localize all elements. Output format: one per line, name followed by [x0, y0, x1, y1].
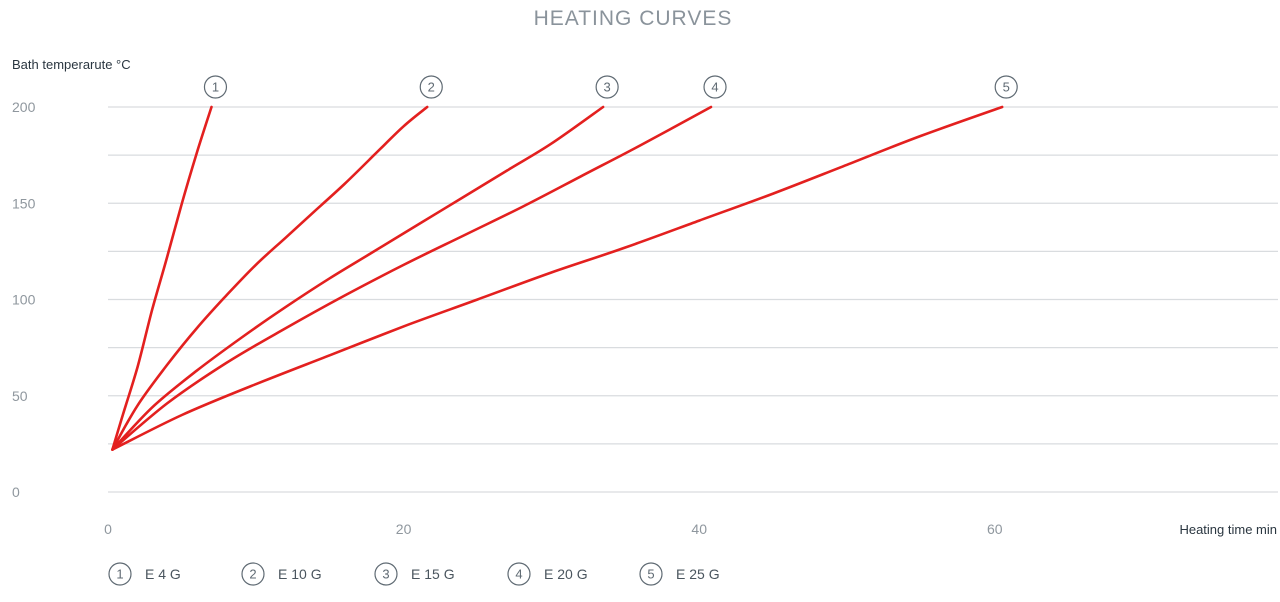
series-marker-label: 1 — [212, 80, 219, 95]
x-tick-labels: 0 20 40 60 — [104, 521, 1003, 537]
x-tick-label: 20 — [396, 521, 412, 537]
series-marker-label: 3 — [604, 80, 611, 95]
grid-lines — [108, 106, 1278, 493]
series-marker-3: 3 — [595, 75, 619, 99]
series-marker-4: 4 — [703, 75, 727, 99]
legend-item-5: 5 E 25 G — [639, 562, 720, 586]
series-line-1 — [111, 105, 213, 451]
legend-label: E 4 G — [145, 566, 181, 582]
y-tick-label: 50 — [12, 388, 28, 404]
y-tick-labels: 0 50 100 150 200 — [12, 99, 36, 500]
legend-label: E 25 G — [676, 566, 720, 582]
legend-marker: 5 — [647, 567, 654, 582]
legend-label: E 10 G — [278, 566, 322, 582]
y-tick-label: 100 — [12, 292, 36, 308]
series-line-3 — [111, 105, 605, 451]
legend-marker: 3 — [382, 567, 389, 582]
series-marker-label: 5 — [1003, 80, 1010, 95]
legend: 1 E 4 G 2 E 10 G 3 E 15 G 4 E 20 G 5 E 25 G — [108, 562, 720, 586]
series-marker-2: 2 — [419, 75, 443, 99]
series-marker-5: 5 — [994, 75, 1018, 99]
legend-item-4: 4 E 20 G — [507, 562, 588, 586]
x-tick-label: 60 — [987, 521, 1003, 537]
series-line-5 — [111, 105, 1004, 451]
legend-item-3: 3 E 15 G — [374, 562, 455, 586]
legend-marker: 4 — [515, 567, 522, 582]
legend-item-2: 2 E 10 G — [241, 562, 322, 586]
y-tick-label: 200 — [12, 99, 36, 115]
x-tick-label: 40 — [691, 521, 707, 537]
x-axis-label: Heating time min — [1179, 522, 1277, 537]
series-end-markers: 1 2 3 4 5 — [203, 75, 1018, 99]
series-marker-label: 2 — [428, 80, 435, 95]
series-marker-1: 1 — [203, 75, 228, 99]
legend-marker: 1 — [116, 567, 123, 582]
series-line-4 — [111, 105, 713, 451]
legend-item-1: 1 E 4 G — [108, 562, 181, 586]
legend-marker: 2 — [249, 567, 256, 582]
series-lines — [111, 105, 1004, 451]
y-axis-label: Bath temperarute °C — [12, 57, 131, 72]
y-tick-label: 0 — [12, 484, 20, 500]
series-line-2 — [111, 105, 429, 451]
chart-title: HEATING CURVES — [534, 7, 733, 30]
y-tick-label: 150 — [12, 195, 36, 211]
series-marker-label: 4 — [711, 80, 718, 95]
legend-label: E 20 G — [544, 566, 588, 582]
x-tick-label: 0 — [104, 521, 112, 537]
legend-label: E 15 G — [411, 566, 455, 582]
